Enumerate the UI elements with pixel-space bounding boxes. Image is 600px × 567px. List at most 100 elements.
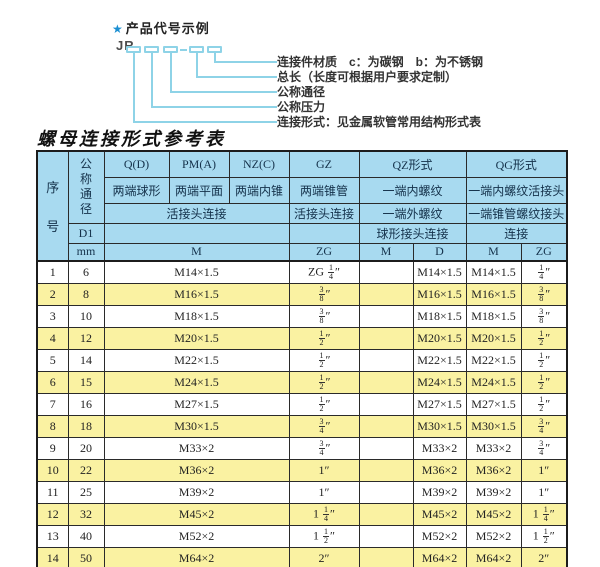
qz-m-cell — [358, 415, 414, 438]
col-header-dn: 公称通径 — [67, 150, 105, 224]
connector-line — [196, 53, 277, 78]
qg-m-cell: M36×2 — [465, 459, 522, 482]
dn-cell: 6 — [67, 260, 105, 284]
seq-cell: 1 — [36, 260, 69, 284]
gz-connection-header: 活接头连接 — [288, 202, 360, 224]
table-row: 10 22 M36×2 1″ M36×2 M36×2 1″ — [36, 459, 568, 482]
seq-cell: 8 — [36, 415, 69, 438]
qg-zg-cell: 3 8 ″ — [520, 283, 568, 306]
col-header-q: Q(D) — [103, 150, 170, 178]
connector-line — [170, 53, 277, 93]
qg-zg-cell: 3 4 ″ — [520, 437, 568, 460]
qz-desc2: 一端外螺纹 — [358, 202, 467, 224]
qz-d-cell: M24×1.5 — [412, 371, 467, 394]
code-box — [126, 46, 141, 53]
qz-d-cell: M14×1.5 — [412, 260, 467, 284]
seq-cell: 14 — [36, 547, 69, 567]
table-title: 螺母连接形式参考表 — [37, 129, 226, 150]
qz-m-cell — [358, 305, 414, 328]
dn-cell: 32 — [67, 503, 105, 526]
m-thread-cell: M36×2 — [103, 459, 290, 482]
dn-cell: 20 — [67, 437, 105, 460]
qz-m-cell — [358, 393, 414, 416]
m-thread-cell: M64×2 — [103, 547, 290, 567]
qz-d-cell: M64×2 — [412, 547, 467, 567]
seq-cell: 5 — [36, 349, 69, 372]
table-row: 6 15 M24×1.5 1 2 ″ M24×1.5 M24×1.5 1 2 ″ — [36, 371, 568, 394]
qz-connection-header: 球形接头连接 — [358, 222, 467, 244]
seq-char-top: 序 — [46, 180, 60, 195]
d1-header: D1 — [67, 222, 105, 244]
qg-zg-cell: 1 2 ″ — [520, 371, 568, 394]
qz-m-cell — [358, 260, 414, 284]
pm-desc: 两端平面 — [168, 176, 230, 204]
qg-zg-label: ZG — [520, 242, 568, 262]
qg-zg-cell: 1″ — [520, 459, 568, 482]
product-code-title: ★ 产品代号示例 — [112, 18, 210, 37]
m-thread-cell: M24×1.5 — [103, 371, 290, 394]
connector-line — [151, 53, 277, 108]
dn-cell: 15 — [67, 371, 105, 394]
m-thread-cell: M52×2 — [103, 525, 290, 548]
qg-zg-cell: 1 1 4 ″ — [520, 503, 568, 526]
qz-m-cell — [358, 349, 414, 372]
qg-m-cell: M27×1.5 — [465, 393, 522, 416]
product-code-title-text: 产品代号示例 — [125, 21, 210, 36]
qg-m-cell: M24×1.5 — [465, 371, 522, 394]
dn-cell: 18 — [67, 415, 105, 438]
gz-cell: 1 2 ″ — [288, 393, 360, 416]
dn-cell: 10 — [67, 305, 105, 328]
m-thread-cell: M30×1.5 — [103, 415, 290, 438]
qg-zg-cell: 2″ — [520, 547, 568, 567]
qg-zg-cell: 1 2 ″ — [520, 327, 568, 350]
connector-line — [214, 53, 277, 63]
mm-header: mm — [67, 242, 105, 262]
union-connection-header: 活接头连接 — [103, 202, 290, 224]
qz-d-cell: M20×1.5 — [412, 327, 467, 350]
gz-cell: 1 2 ″ — [288, 327, 360, 350]
table-header: 序 号 公称通径 Q(D) PM(A) NZ(C) GZ QZ形式 QG形式 两… — [36, 150, 568, 262]
qz-m-cell — [358, 525, 414, 548]
code-box — [163, 46, 178, 53]
seq-cell: 2 — [36, 283, 69, 306]
table-row: 3 10 M18×1.5 3 8 ″ M18×1.5 M18×1.5 3 8 ″ — [36, 305, 568, 328]
qg-m-cell: M16×1.5 — [465, 283, 522, 306]
col-header-pm: PM(A) — [168, 150, 230, 178]
qz-d-cell: M36×2 — [412, 459, 467, 482]
qz-m-cell — [358, 547, 414, 567]
m-thread-cell: M45×2 — [103, 503, 290, 526]
gz-cell: 2″ — [288, 547, 360, 567]
qg-zg-cell: 1 2 ″ — [520, 349, 568, 372]
table-row: 9 20 M33×2 3 4 ″ M33×2 M33×2 3 4 ″ — [36, 437, 568, 460]
col-header-qg: QG形式 — [465, 150, 568, 178]
qz-d-cell: M30×1.5 — [412, 415, 467, 438]
gz-cell: 3 8 ″ — [288, 305, 360, 328]
star-icon: ★ — [112, 22, 124, 36]
gz-cell: 3 8 ″ — [288, 283, 360, 306]
m-thread-cell: M33×2 — [103, 437, 290, 460]
gz-cell: 1″ — [288, 481, 360, 504]
seq-cell: 9 — [36, 437, 69, 460]
gz-cell: 1″ — [288, 459, 360, 482]
gz-cell: 3 4 ″ — [288, 437, 360, 460]
table-body: 1 6 M14×1.5 ZG 1 4 ″ M14×1.5 M14×1.5 1 4 ″ 2… — [36, 260, 568, 567]
qz-m-cell — [358, 327, 414, 350]
qg-desc2: 一端锥管螺纹接头 — [465, 202, 568, 224]
qg-zg-cell: 1 1 2 ″ — [520, 525, 568, 548]
qz-m-cell — [358, 371, 414, 394]
table-row: 7 16 M27×1.5 1 2 ″ M27×1.5 M27×1.5 1 2 ″ — [36, 393, 568, 416]
qz-m-cell — [358, 481, 414, 504]
dn-cell: 50 — [67, 547, 105, 567]
callout-label-connection: 连接形式：见金属软管常用结构形式表 — [277, 115, 482, 129]
table-row: 8 18 M30×1.5 3 4 ″ M30×1.5 M30×1.5 3 4 ″ — [36, 415, 568, 438]
gz-cell: 1 1 4 ″ — [288, 503, 360, 526]
dn-cell: 14 — [67, 349, 105, 372]
table-row: 4 12 M20×1.5 1 2 ″ M20×1.5 M20×1.5 1 2 ″ — [36, 327, 568, 350]
table-row: 12 32 M45×2 1 1 4 ″ M45×2 M45×2 1 1 4 ″ — [36, 503, 568, 526]
dn-cell: 12 — [67, 327, 105, 350]
qg-m-cell: M22×1.5 — [465, 349, 522, 372]
callout-label-material: 连接件材质 c：为碳钢 b：为不锈钢 — [277, 55, 484, 69]
m-thread-cell: M27×1.5 — [103, 393, 290, 416]
code-box — [207, 46, 222, 53]
dn-cell: 40 — [67, 525, 105, 548]
